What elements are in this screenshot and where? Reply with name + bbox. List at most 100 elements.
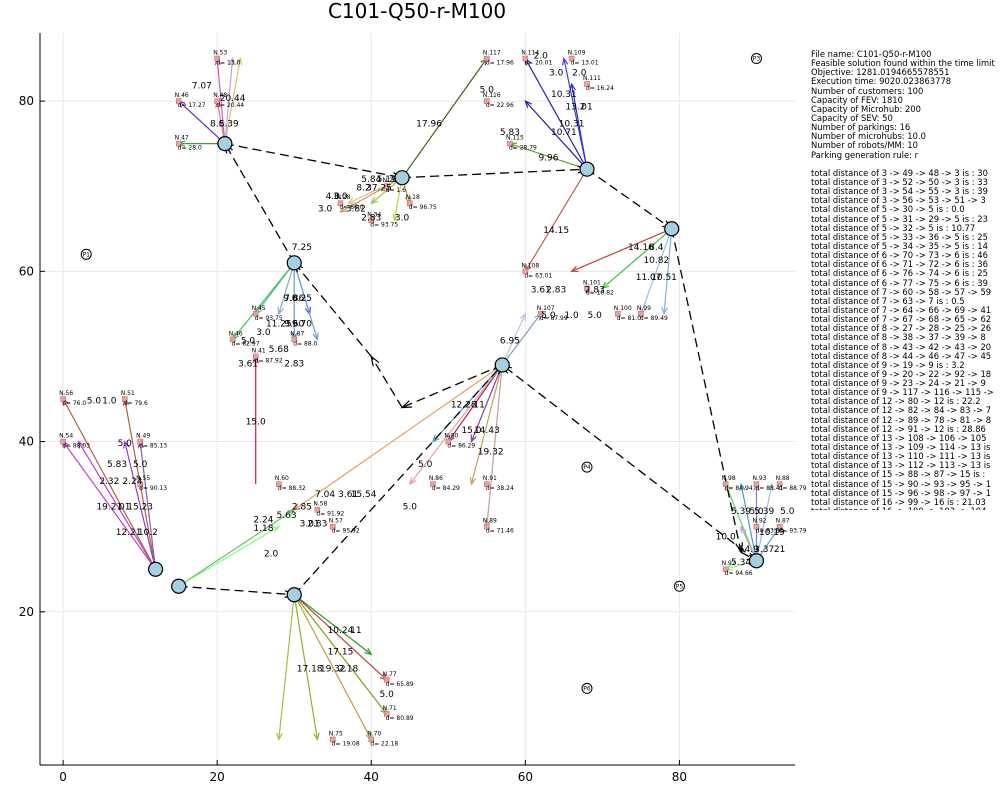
customer-marker: [445, 438, 452, 445]
edge-distance-label: 2.32: [99, 477, 119, 487]
customer-marker: [291, 336, 297, 343]
edge-distance-label: 13.2: [565, 103, 585, 113]
subroute-arrow-arrowhead: [569, 82, 576, 92]
customer-due-label: d= 95.92: [332, 528, 360, 535]
customer-id-label: N.80: [444, 433, 458, 440]
due-value: 89.49: [651, 315, 668, 322]
parking-point: P6: [581, 682, 593, 694]
edge-distance-label: 2.24: [122, 477, 142, 487]
info-line: total distance of 13 -> 110 -> 111 -> 13…: [811, 451, 991, 462]
edge-distance-label: 10.24: [328, 626, 354, 636]
customer-marker: [368, 736, 375, 743]
due-prefix: d=: [509, 145, 520, 152]
subroute-arrow-arrowhead: [519, 312, 526, 321]
subroute-arrow: [224, 57, 243, 144]
customer-point: N.99 d= 89.49: [637, 305, 668, 322]
customer-marker: [137, 438, 143, 445]
customer-point: N.107 d= 87.99: [537, 305, 568, 322]
due-value: 88.79: [789, 485, 806, 492]
customer-marker: [175, 98, 182, 104]
grid-lines: [40, 33, 795, 765]
main-route-dash: [586, 168, 673, 230]
customer-marker: [584, 285, 590, 292]
customer-id-label: N.34: [367, 211, 381, 218]
customer-point: N.89 d= 71.46: [483, 518, 514, 535]
customer-id-label: N.41: [252, 347, 266, 354]
customer-due-label: d= 79.6: [124, 400, 148, 407]
customer-due-label: d= 1.6: [386, 187, 406, 194]
due-prefix: d=: [779, 528, 790, 535]
customer-point: N.77 d= 65.89: [383, 671, 414, 688]
subroute-arrow-arrowhead: [570, 265, 579, 272]
edge-distance-label: 3.0: [333, 192, 348, 202]
due-prefix: d=: [586, 289, 597, 296]
subroute-arrow-segment: [62, 398, 157, 570]
customer-due-label: d= 87.92: [255, 357, 283, 364]
customer-marker: [121, 396, 128, 402]
edge-distance-label: 2.83: [361, 213, 381, 223]
subroute-arrow-segment: [178, 526, 280, 587]
subroute-arrow-arrowhead: [228, 57, 236, 66]
edge-distance-label: 8.6: [210, 120, 225, 130]
edge-distance-label: 15.0: [246, 418, 266, 428]
parking-point: P3: [750, 53, 762, 65]
customer-marker: [252, 353, 259, 360]
customer-id-label: N.71: [383, 705, 397, 712]
customer-point: N.49 d= 85.13: [136, 433, 167, 450]
customer-due-label: d= 22.18: [370, 740, 398, 747]
info-line: total distance of 7 -> 64 -> 66 -> 69 ->…: [811, 304, 992, 315]
customer-marker: [522, 55, 529, 62]
customer-marker: [615, 311, 621, 317]
info-line: total distance of 3 -> 52 -> 50 -> 3 is …: [811, 176, 988, 187]
customer-point: N.47 d= 28.0: [175, 135, 202, 152]
customer-point: N.18 d= 96.75: [406, 194, 437, 211]
due-value: 79.6: [134, 400, 148, 407]
customer-point: N.88 d= 88.79: [776, 475, 807, 492]
due-value: 86.29: [458, 443, 475, 450]
subroute-arrow-segment: [401, 58, 488, 179]
subroute-arrow-segment: [570, 83, 588, 170]
edge-distance-label: 14.43: [474, 426, 500, 436]
edge-distance-label: 5.0: [87, 396, 102, 406]
due-prefix: d=: [139, 443, 150, 450]
customer-marker: [60, 438, 66, 445]
info-line: File name: C101-Q50-r-M100: [811, 50, 932, 59]
customer-point: N.28 d= 86.0: [336, 194, 363, 211]
customer-due-label: d= 84.29: [432, 485, 460, 492]
due-value: 87.92: [265, 357, 282, 364]
parking-marker: [673, 580, 685, 592]
subroute-arrow: [570, 228, 672, 272]
due-value: 93.75: [265, 315, 282, 322]
customer-id-label: N.89: [483, 518, 497, 525]
due-prefix: d=: [540, 315, 551, 322]
parking-label: P6: [583, 685, 591, 692]
customer-id-label: N.48: [213, 92, 227, 99]
customer-marker: [568, 55, 575, 62]
subroute-arrow-segment: [178, 100, 226, 145]
customer-id-label: N.75: [329, 730, 343, 737]
edge-distance-label: 3.0: [395, 213, 410, 223]
edge-distance-label: 19.32: [320, 664, 346, 674]
customer-point: N.92 d= 83.03: [752, 518, 783, 535]
customer-id-label: N.53: [213, 50, 227, 57]
subroute-arrow-arrowhead: [601, 281, 610, 290]
y-tick-label: 60: [19, 264, 34, 278]
due-prefix: d=: [293, 340, 304, 347]
x-tick-label: 80: [672, 770, 687, 784]
customer-id-label: N.55: [136, 475, 150, 482]
subroute-arrow-arrowhead: [235, 57, 243, 66]
info-line: total distance of 12 -> 82 -> 84 -> 83 -…: [811, 405, 992, 416]
due-prefix: d=: [386, 681, 397, 688]
due-prefix: d=: [640, 315, 651, 322]
info-line: total distance of 6 -> 70 -> 73 -> 6 is …: [811, 250, 988, 261]
subroute-arrow: [123, 440, 157, 570]
edge-distance-label: 1.18: [253, 524, 273, 534]
subroute-arrow-arrowhead: [408, 477, 417, 486]
subroute-arrow: [277, 262, 295, 316]
info-line: total distance of 9 -> 23 -> 24 -> 21 ->…: [811, 378, 986, 389]
edge-distance-label: 10.71: [551, 128, 577, 138]
customer-id-label: N.57: [329, 518, 343, 525]
customer-due-label: d= 16.24: [586, 85, 614, 92]
customer-point: N.115 d= 28.79: [506, 135, 537, 152]
customer-due-label: d= 88.79: [779, 485, 807, 492]
